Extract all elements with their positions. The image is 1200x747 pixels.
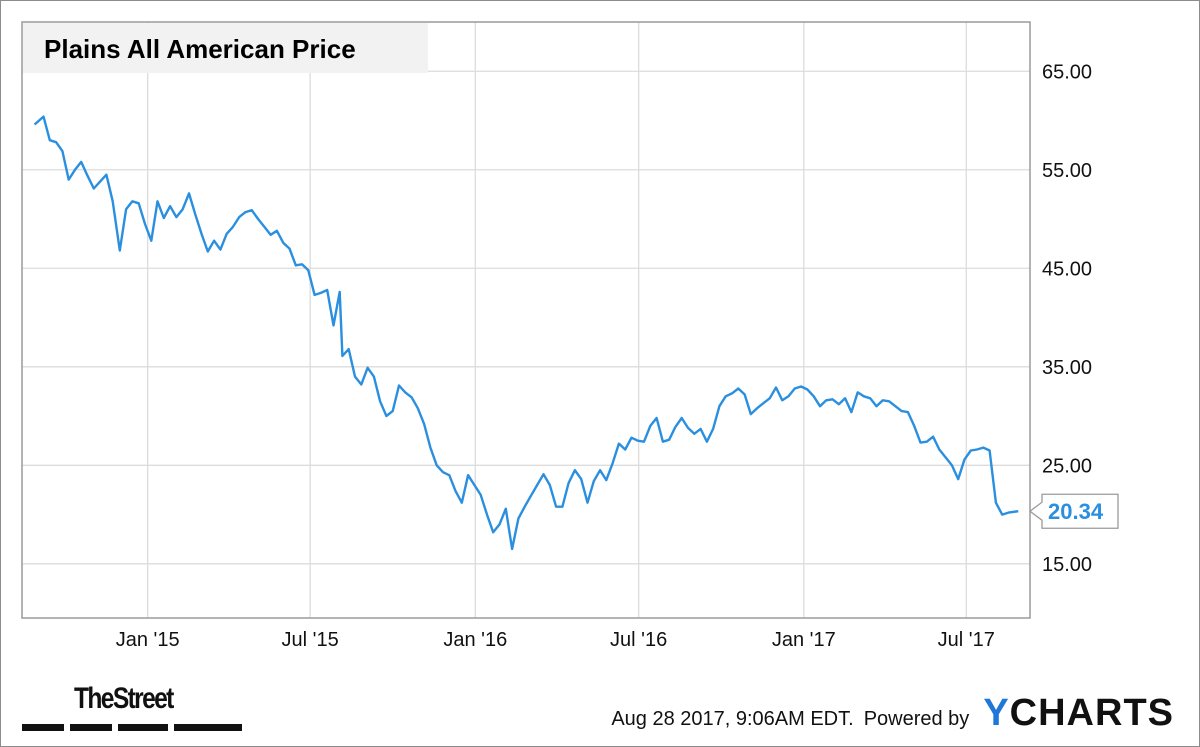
grid-layer [22, 22, 1030, 618]
logo-bar [174, 724, 242, 731]
y-tick-label: 45.00 [1042, 258, 1092, 280]
logo-bar [22, 724, 64, 731]
last-value-box [1028, 493, 1119, 529]
x-tick-label: Jul '16 [610, 629, 667, 651]
last-value-callout: 20.34 [1028, 493, 1119, 529]
y-tick-label: 15.00 [1042, 554, 1092, 576]
y-tick-label: 25.00 [1042, 455, 1092, 477]
series-layer [33, 115, 1019, 551]
y-tick-label: 35.00 [1042, 357, 1092, 379]
x-tick-label: Jan '16 [443, 629, 507, 651]
ycharts-logo-y: Y [983, 692, 1010, 734]
plot-area-border [21, 21, 1031, 619]
x-tick-label: Jan '17 [772, 629, 836, 651]
y-axis: 65.00 55.00 45.00 35.00 25.00 15.00 [1042, 61, 1092, 576]
y-tick-label: 65.00 [1042, 61, 1092, 83]
chart-title-text: Plains All American Price [44, 34, 356, 64]
x-tick-label: Jul '17 [938, 629, 995, 651]
title-box [23, 23, 428, 73]
ycharts-logo-rest: CHARTS [1009, 692, 1174, 734]
footer: Aug 28 2017, 9:06AM EDT. Powered by YCHA… [611, 692, 1174, 735]
last-value-label: 20.34 [1048, 499, 1104, 524]
x-tick-label: Jan '15 [116, 629, 180, 651]
x-axis: Jan '15 Jul '15 Jan '16 Jul '16 Jan '17 Jul '… [116, 629, 995, 651]
x-tick-label: Jul '15 [282, 629, 339, 651]
price-line [33, 115, 1019, 551]
powered-by-label: Powered by [863, 708, 970, 730]
logo-bar [118, 724, 168, 731]
chart-title: Plains All American Price [23, 23, 428, 73]
timestamp: Aug 28 2017, 9:06AM EDT. [611, 708, 854, 730]
y-tick-label: 55.00 [1042, 160, 1092, 182]
logo-bar [70, 724, 112, 731]
ycharts-logo[interactable]: YCHARTS [983, 692, 1174, 735]
thestreet-logo: TheStreet [74, 682, 174, 715]
